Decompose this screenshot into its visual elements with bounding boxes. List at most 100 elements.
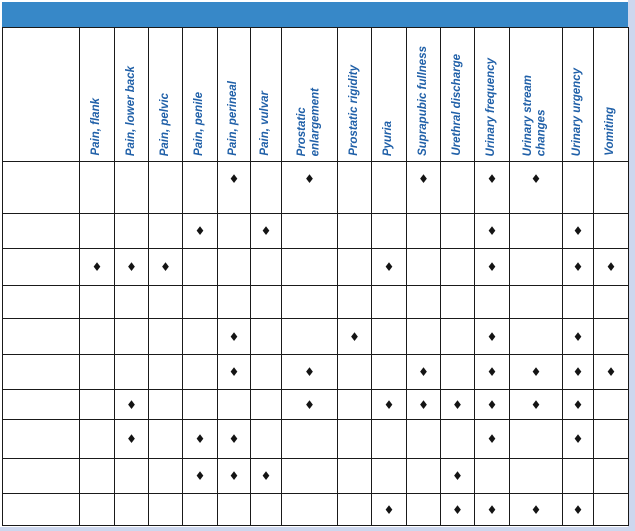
row-label-cell — [3, 459, 80, 494]
diamond-marker: ♦ — [572, 502, 584, 517]
table-cell — [594, 390, 629, 420]
diamond-marker: ♦ — [572, 365, 584, 379]
table-cell: ♦ — [407, 355, 441, 390]
diamond-marker: ♦ — [418, 365, 429, 379]
row-label-cell — [3, 494, 80, 526]
table-cell — [510, 319, 563, 355]
table-cell — [510, 214, 563, 249]
table-cell — [183, 390, 218, 420]
table-cell — [338, 494, 372, 526]
table-cell: ♦ — [218, 162, 251, 214]
column-header: Pain, perineal — [218, 28, 251, 162]
table-cell: ♦ — [475, 355, 510, 390]
table-cell: ♦ — [441, 459, 475, 494]
table-cell — [149, 390, 183, 420]
table-cell — [510, 249, 563, 286]
table-cell — [183, 355, 218, 390]
column-header-label: Pain, perineal — [227, 81, 240, 156]
diamond-marker: ♦ — [572, 260, 584, 274]
table-cell — [338, 286, 372, 319]
table-cell: ♦ — [510, 162, 563, 214]
table-cell — [115, 319, 149, 355]
table-cell — [407, 249, 441, 286]
title-bar — [2, 2, 632, 27]
table-cell — [149, 162, 183, 214]
table-cell: ♦ — [372, 494, 407, 526]
table-cell — [372, 214, 407, 249]
diamond-marker: ♦ — [530, 502, 542, 517]
table-cell — [407, 420, 441, 459]
diamond-marker: ♦ — [383, 502, 395, 517]
table-cell — [338, 355, 372, 390]
diamond-marker: ♦ — [452, 397, 463, 412]
table-cell — [372, 420, 407, 459]
diamond-marker: ♦ — [304, 397, 315, 412]
table-cell — [115, 286, 149, 319]
column-header-label: Pain, pelvic — [158, 92, 171, 156]
diamond-marker: ♦ — [486, 260, 498, 274]
diamond-marker: ♦ — [260, 469, 272, 483]
table-cell — [282, 249, 338, 286]
table-cell — [218, 494, 251, 526]
table-cell — [407, 459, 441, 494]
table-cell — [251, 319, 282, 355]
table-cell — [251, 390, 282, 420]
table-cell — [594, 494, 629, 526]
diamond-marker: ♦ — [228, 432, 240, 446]
table-cell — [149, 214, 183, 249]
column-header: Pain, lower back — [115, 28, 149, 162]
table-cell — [338, 249, 372, 286]
table-cell: ♦ — [407, 162, 441, 214]
table-cell — [149, 355, 183, 390]
table-cell: ♦ — [282, 355, 338, 390]
table-cell: ♦ — [407, 390, 441, 420]
table-cell — [407, 286, 441, 319]
table-cell — [80, 420, 115, 459]
table-cell — [338, 390, 372, 420]
table-cell — [282, 214, 338, 249]
table-cell — [563, 459, 594, 494]
table-cell — [282, 286, 338, 319]
diamond-marker: ♦ — [605, 365, 617, 379]
table-cell — [115, 214, 149, 249]
table-cell — [441, 355, 475, 390]
page-edge-right — [628, 0, 635, 531]
table-cell: ♦ — [475, 390, 510, 420]
table-cell — [183, 319, 218, 355]
table-cell — [115, 355, 149, 390]
table-cell — [594, 319, 629, 355]
column-header-label: Prostatic enlargement — [295, 87, 322, 156]
table-cell: ♦ — [80, 249, 115, 286]
diamond-marker: ♦ — [194, 469, 206, 483]
diamond-marker: ♦ — [486, 329, 498, 344]
table-cell: ♦ — [441, 390, 475, 420]
table-cell — [80, 390, 115, 420]
column-header: Pain, flank — [80, 28, 115, 162]
column-header-label: Vomiting — [604, 107, 617, 156]
row-label-cell — [3, 249, 80, 286]
table-cell: ♦ — [282, 162, 338, 214]
table-cell — [251, 355, 282, 390]
table-cell — [115, 162, 149, 214]
table-cell: ♦ — [563, 319, 594, 355]
column-header-label: Urinary stream changes — [522, 74, 548, 156]
diamond-marker: ♦ — [194, 432, 206, 446]
column-header: Urethral discharge — [441, 28, 475, 162]
column-header-label: Pyuria — [382, 120, 395, 156]
diamond-marker: ♦ — [160, 260, 171, 274]
table-cell — [183, 286, 218, 319]
diamond-marker: ♦ — [228, 172, 240, 186]
column-header: Pain, vulvar — [251, 28, 282, 162]
diamond-marker: ♦ — [572, 432, 584, 446]
diamond-marker: ♦ — [572, 397, 584, 412]
table-cell: ♦ — [563, 249, 594, 286]
table-cell — [80, 286, 115, 319]
row-label-cell — [3, 286, 80, 319]
table-cell: ♦ — [251, 214, 282, 249]
table-cell — [441, 249, 475, 286]
diamond-marker: ♦ — [486, 502, 498, 517]
table-cell: ♦ — [475, 214, 510, 249]
table-cell — [372, 162, 407, 214]
table-cell — [563, 286, 594, 319]
table-cell — [338, 459, 372, 494]
